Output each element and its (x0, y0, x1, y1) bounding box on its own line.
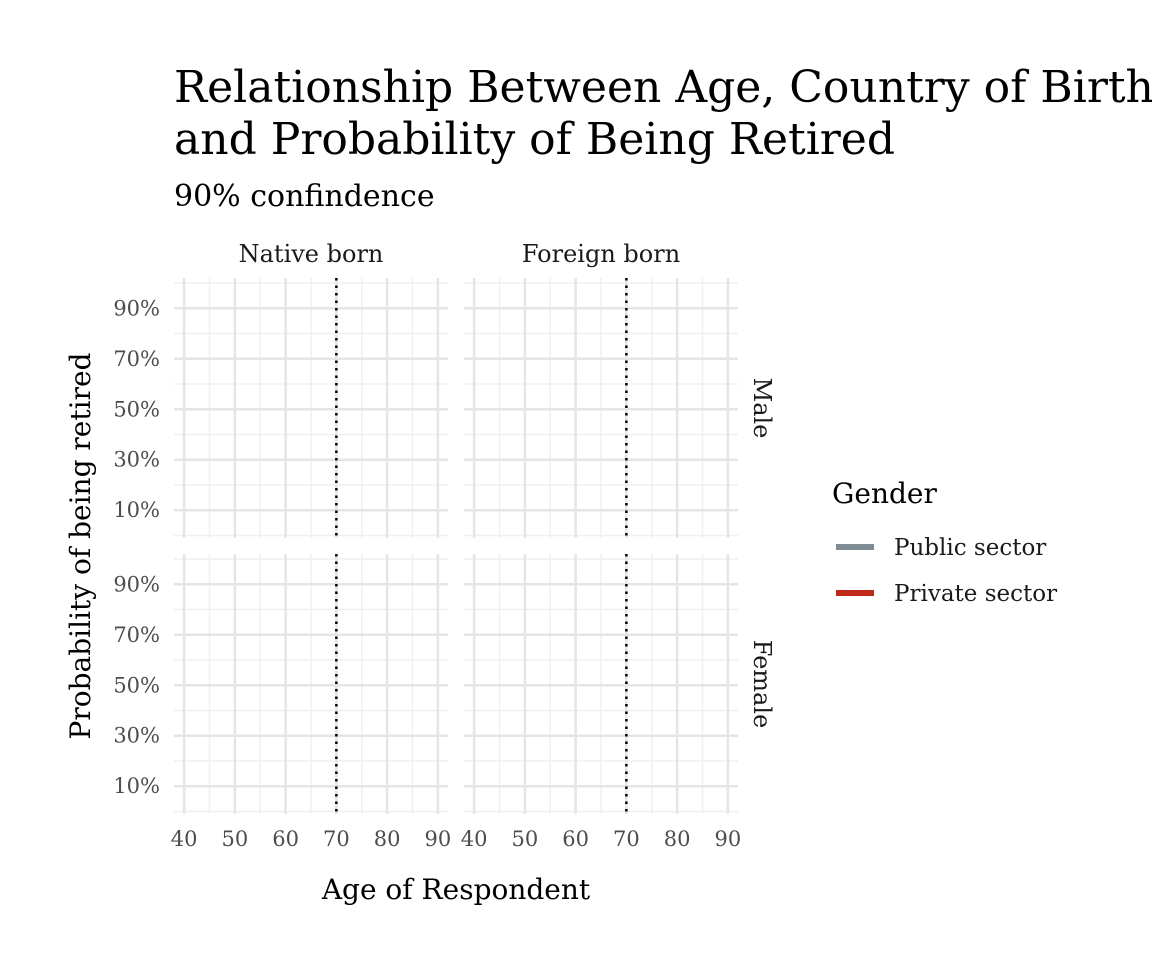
x-tick-label: 90 (714, 827, 741, 851)
legend-title: Gender (832, 477, 937, 510)
x-axis-title: Age of Respondent (321, 873, 591, 906)
legend-label: Public sector (894, 535, 1046, 561)
chart-subtitle: 90% confindence (174, 179, 435, 214)
facet-panel (174, 554, 448, 814)
y-tick-label: 50% (113, 673, 160, 697)
x-tick-label: 50 (512, 827, 539, 851)
facet-row-label: Male (748, 378, 776, 439)
facet-panel (464, 554, 738, 814)
x-tick-label: 60 (562, 827, 589, 851)
facet-row-label: Female (748, 640, 776, 729)
x-tick-label: 40 (171, 827, 198, 851)
x-tick-label: 80 (374, 827, 401, 851)
x-tick-label: 40 (461, 827, 488, 851)
x-tick-label: 70 (613, 827, 640, 851)
x-tick-label: 60 (272, 827, 299, 851)
y-tick-label: 70% (113, 623, 160, 647)
facet-column-label: Foreign born (522, 240, 680, 268)
facet-column-label: Native born (239, 240, 384, 268)
x-tick-label: 90 (424, 827, 451, 851)
chart-title-line-2: and Probability of Being Retired (174, 114, 895, 165)
y-tick-label: 30% (113, 724, 160, 748)
facet-panel (464, 278, 738, 538)
facet-panel (174, 278, 448, 538)
chart-title-line-1: Relationship Between Age, Country of Bir… (174, 62, 1152, 113)
y-tick-label: 10% (113, 498, 160, 522)
y-axis-title: Probability of being retired (64, 352, 97, 739)
x-tick-label: 50 (222, 827, 249, 851)
y-tick-label: 90% (113, 296, 160, 320)
facet-panels (174, 278, 738, 814)
y-axis-ticks: 10% 30% 50% 70% 90% 10% 30% 50% 70% 90% (113, 296, 160, 798)
y-tick-label: 70% (113, 347, 160, 371)
facet-strips: Native born Foreign born Male Female (239, 240, 776, 728)
legend-label: Private sector (894, 581, 1057, 607)
y-tick-label: 30% (113, 448, 160, 472)
x-tick-label: 70 (323, 827, 350, 851)
y-tick-label: 90% (113, 572, 160, 596)
y-tick-label: 50% (113, 397, 160, 421)
legend-entries: Public sector Private sector (836, 535, 1057, 607)
y-tick-label: 10% (113, 774, 160, 798)
x-axis-ticks: 40 50 60 70 80 90 40 50 60 70 80 90 (171, 827, 741, 851)
legend: Gender Public sector Private sector (832, 477, 1057, 607)
x-tick-label: 80 (664, 827, 691, 851)
